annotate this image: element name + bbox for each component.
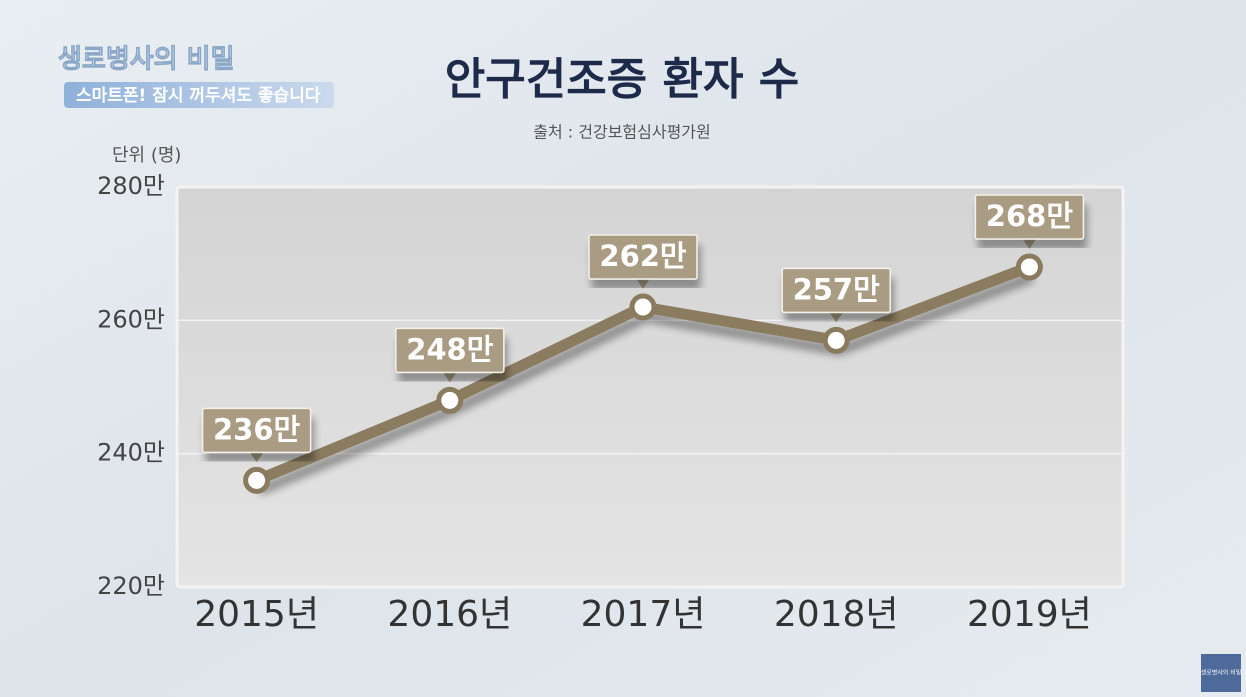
program-banner: 스마트폰! 잠시 꺼두셔도 좋습니다	[76, 86, 321, 106]
x-tick-label: 2018년	[774, 594, 899, 635]
data-point	[436, 386, 464, 414]
label-box	[781, 267, 891, 314]
x-tick-label: 2016년	[387, 594, 512, 635]
chart-subtitle: 출처 : 건강보험심사평가원	[533, 123, 710, 142]
value-label: 248만	[406, 332, 494, 366]
label-pointer	[1021, 237, 1038, 249]
data-point	[629, 293, 657, 321]
label-box	[974, 194, 1085, 240]
y-tick-label: 280만	[97, 172, 165, 200]
x-tick-label: 2019년	[967, 594, 1092, 635]
label-pointer	[441, 370, 458, 383]
y-tick-label: 220만	[97, 572, 165, 600]
value-label: 268만	[986, 199, 1074, 233]
chart-title: 안구건조증 환자 수	[445, 54, 799, 105]
banner-box	[64, 82, 334, 108]
label-pointer	[828, 310, 845, 323]
x-tick-label: 2017년	[581, 594, 706, 635]
y-axis-label: 단위 (명)	[112, 145, 181, 166]
data-point	[243, 466, 271, 494]
value-label: 257만	[793, 272, 881, 306]
label-pointer	[635, 277, 651, 289]
data-point	[822, 326, 850, 354]
data-point	[1015, 253, 1043, 281]
grid: 220만 240만 260만 280만 2015년 2016년 2017년 2018년 2019…	[97, 172, 1123, 635]
label-box	[201, 407, 312, 454]
corner-logo: 생로병사의 비밀	[1201, 669, 1242, 677]
label-box	[588, 234, 698, 280]
y-tick-label: 240만	[97, 439, 165, 467]
marks: 236만 248만 262만 257만 268만	[201, 194, 1085, 494]
label-box	[395, 327, 505, 374]
y-tick-label: 260만	[97, 305, 165, 333]
value-label: 262만	[599, 239, 687, 273]
label-pointer	[248, 450, 265, 463]
x-tick-label: 2015년	[194, 594, 319, 635]
corner-logo-box	[1201, 654, 1241, 692]
value-label: 236만	[213, 412, 301, 446]
program-logo: 생로병사의 비밀	[58, 45, 235, 75]
